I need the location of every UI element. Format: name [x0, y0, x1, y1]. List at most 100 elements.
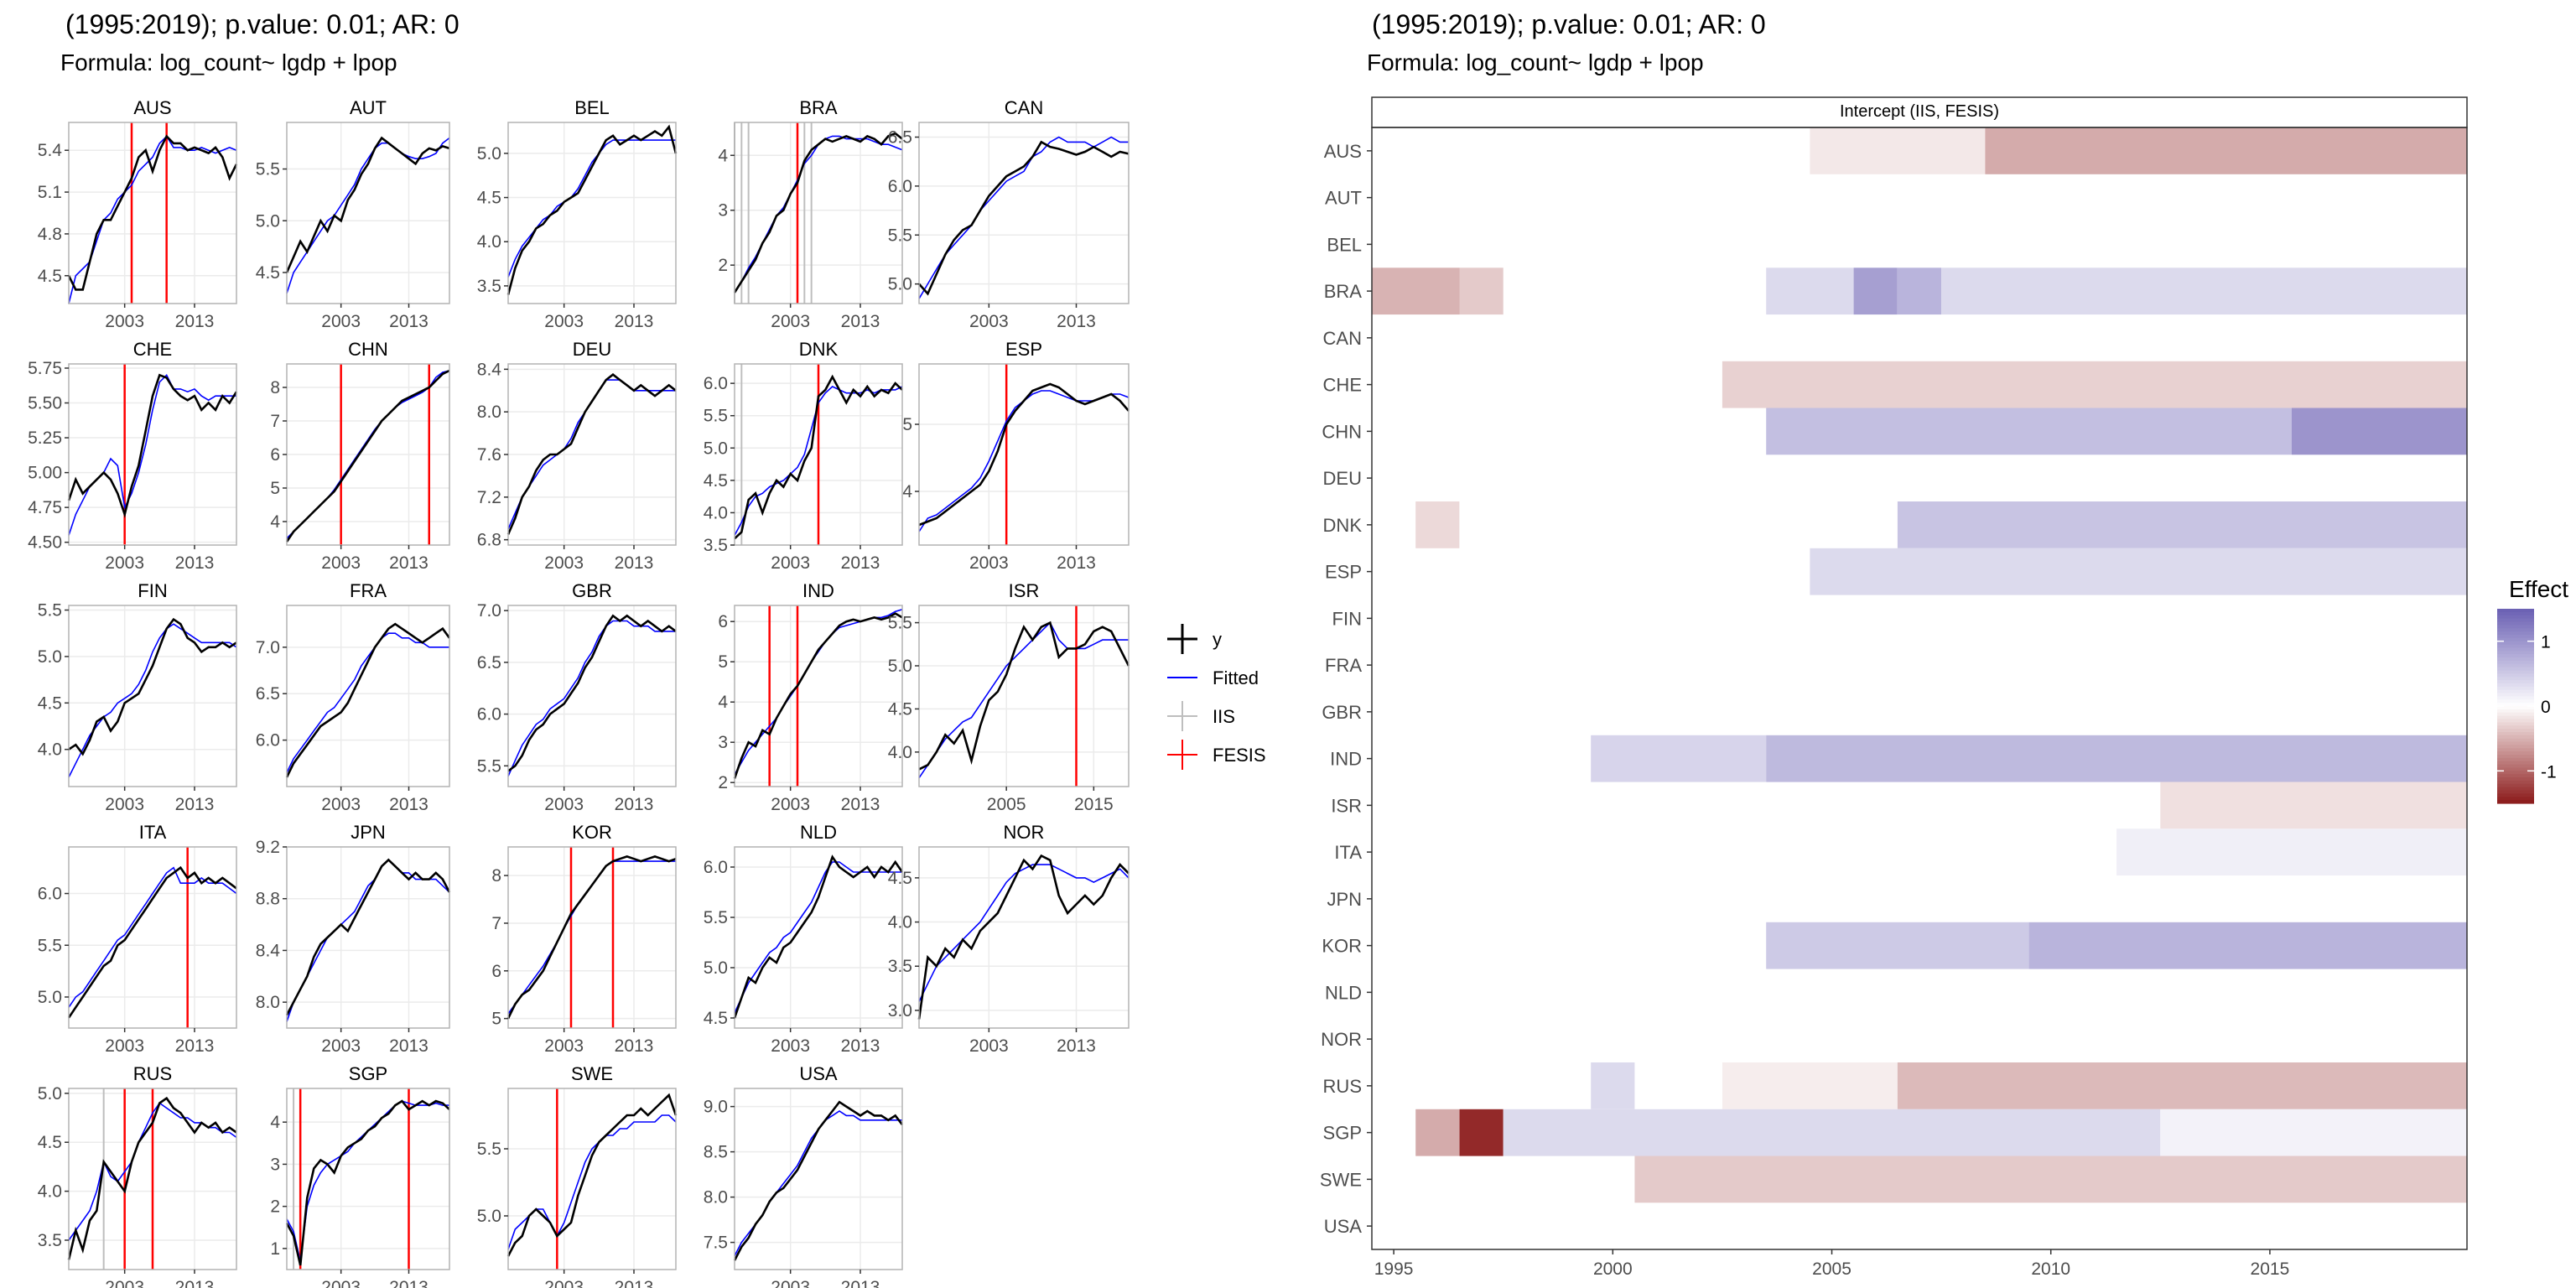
row-label-aus: AUS: [1324, 141, 1362, 162]
colorbar-segment: [2497, 787, 2534, 791]
colorbar-segment: [2497, 709, 2534, 713]
facet-title: KOR: [572, 822, 612, 843]
heatmap-tile-aus: [1810, 127, 1985, 174]
legend-label: FESIS: [1213, 745, 1266, 766]
heatmap-tile-swe: [1634, 1156, 2467, 1203]
y-tick-label: 6.5: [888, 128, 912, 148]
heatmap-tile-che: [1722, 361, 2467, 408]
x-tick-label: 2003: [771, 1278, 810, 1288]
row-label-bra: BRA: [1324, 281, 1363, 302]
y-tick-label: 4.0: [888, 743, 912, 762]
heatmap-tile-dnk: [1415, 501, 1459, 548]
y-tick-label: 4.75: [28, 498, 62, 517]
y-tick-label: 4.0: [38, 740, 62, 760]
y-tick-label: 8.0: [704, 1188, 728, 1208]
y-tick-label: 5.00: [28, 464, 62, 483]
row-label-can: CAN: [1323, 328, 1362, 349]
y-tick-label: 4.0: [704, 503, 728, 522]
y-tick-label: 3.5: [704, 536, 728, 555]
y-tick-label: 5.5: [38, 936, 62, 955]
heatmap: AUSAUTBELBRACANCHECHNDEUDNKESPFINFRAGBRI…: [1320, 97, 2467, 1279]
colorbar-segment: [2497, 673, 2534, 677]
heatmap-tile-bra: [1460, 267, 1504, 314]
heatmap-tile-rus: [1722, 1062, 1898, 1109]
y-tick-label: 3: [718, 201, 728, 221]
facet-title: BRA: [799, 97, 838, 118]
colorbar-segment: [2497, 745, 2534, 748]
y-tick-label: 5.5: [888, 614, 912, 633]
x-tick-label: 2013: [615, 553, 654, 573]
y-tick-label: 7.6: [477, 445, 501, 465]
colorbar-segment: [2497, 683, 2534, 687]
colorbar-segment: [2497, 635, 2534, 638]
y-tick-label: 9.0: [704, 1098, 728, 1117]
facet-title: GBR: [572, 580, 612, 601]
colorbar-segment: [2497, 751, 2534, 755]
y-tick-label: 6.0: [38, 885, 62, 904]
facet-title: NOR: [1004, 822, 1045, 843]
y-tick-label: 6: [491, 962, 501, 981]
colorbar-segment: [2497, 651, 2534, 654]
colorbar-segment: [2497, 774, 2534, 777]
facet-title: NLD: [800, 822, 837, 843]
x-tick-label: 2013: [615, 1036, 654, 1056]
y-tick-label: 4: [718, 146, 728, 165]
facet-title: CAN: [1005, 97, 1043, 118]
heatmap-tile-rus: [1591, 1062, 1634, 1109]
y-tick-label: 6.0: [704, 858, 728, 877]
x-tick-label: 2003: [544, 795, 584, 814]
y-tick-label: 8: [491, 866, 501, 886]
y-tick-label: 4.0: [888, 913, 912, 932]
colorbar-segment: [2497, 696, 2534, 699]
colorbar-segment: [2497, 716, 2534, 719]
row-label-nor: NOR: [1321, 1029, 1362, 1050]
facet-title: USA: [799, 1063, 838, 1084]
y-tick-label: 5.0: [38, 647, 62, 667]
y-tick-label: 6.5: [477, 653, 501, 673]
x-tick-label: 2013: [615, 312, 654, 331]
x-tick-label: 2013: [389, 1278, 428, 1288]
facet-title: BEL: [574, 97, 610, 118]
x-tick-label: 2010: [2031, 1259, 2070, 1279]
colorbar-segment: [2497, 758, 2534, 761]
heatmap-tile-chn: [1766, 408, 2292, 455]
x-tick-label: 2003: [969, 553, 1009, 573]
y-tick-label: 3.5: [38, 1231, 62, 1250]
facet-title: ITA: [139, 822, 167, 843]
left-title: (1995:2019); p.value: 0.01; AR: 0: [65, 9, 460, 39]
y-tick-label: 8.0: [256, 993, 280, 1012]
colorbar-segment: [2497, 645, 2534, 648]
facet-title: JPN: [351, 822, 386, 843]
x-tick-label: 2000: [1593, 1259, 1633, 1279]
y-tick-label: 5.0: [888, 275, 912, 294]
legend-label: y: [1213, 629, 1222, 650]
y-tick-label: 5: [491, 1010, 501, 1029]
y-tick-label: 7.5: [704, 1233, 728, 1253]
x-tick-label: 2003: [321, 1036, 361, 1056]
y-tick-label: 4.5: [477, 189, 501, 208]
heatmap-tile-bra: [1854, 267, 1898, 314]
y-tick-label: 4: [270, 512, 280, 532]
y-tick-label: 5.5: [704, 407, 728, 426]
x-tick-label: 2013: [1057, 553, 1096, 573]
heatmap-tile-ind: [1766, 735, 2467, 782]
heatmap-tile-ita: [2116, 828, 2467, 875]
right-title: (1995:2019); p.value: 0.01; AR: 0: [1372, 9, 1766, 39]
colorbar-segment: [2497, 680, 2534, 683]
x-tick-label: 2005: [987, 795, 1026, 814]
colorbar-segment: [2497, 719, 2534, 722]
y-tick-label: 4.0: [477, 232, 501, 252]
row-label-usa: USA: [1324, 1216, 1363, 1237]
heatmap-tile-kor: [1766, 922, 2028, 969]
colorbar-segment: [2497, 739, 2534, 742]
colorbar-segment: [2497, 631, 2534, 635]
y-tick-label: 9.2: [256, 838, 280, 857]
y-tick-label: 5.0: [38, 988, 62, 1007]
y-tick-label: 5.0: [38, 1084, 62, 1104]
facet-title: SGP: [349, 1063, 387, 1084]
x-tick-label: 2003: [771, 553, 810, 573]
colorbar-segment: [2497, 690, 2534, 693]
colorbar-segment: [2497, 765, 2534, 768]
y-tick-label: 3.5: [888, 957, 912, 976]
facet-title: FRA: [350, 580, 387, 601]
